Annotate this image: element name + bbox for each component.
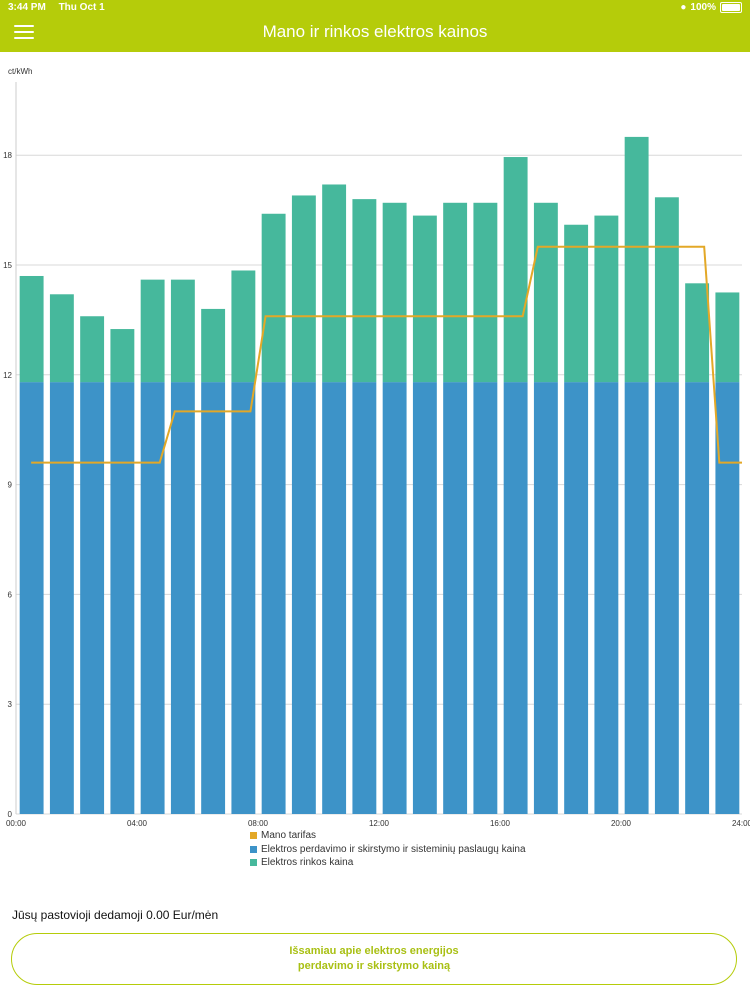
x-tick-label: 24:00 <box>732 819 750 828</box>
bar-market <box>473 202 498 383</box>
x-tick-label: 12:00 <box>369 819 390 828</box>
bar-distribution <box>715 382 740 814</box>
x-tick-label: 04:00 <box>127 819 148 828</box>
y-tick-label: 9 <box>8 481 13 490</box>
bar-distribution <box>624 382 649 814</box>
bar-distribution <box>443 382 468 814</box>
bar-market <box>19 275 44 383</box>
legend-item-market: Elektros rinkos kaina <box>250 856 526 870</box>
bar-market <box>170 279 195 383</box>
y-tick-label: 15 <box>3 261 12 270</box>
legend-swatch-market <box>250 859 257 867</box>
bar-distribution <box>110 382 135 814</box>
bar-market <box>291 195 316 383</box>
bar-distribution <box>49 382 74 814</box>
x-tick-label: 16:00 <box>490 819 511 828</box>
legend-item-distribution: Elektros perdavimo ir skirstymo ir siste… <box>250 843 526 857</box>
bar-distribution <box>322 382 347 814</box>
battery-icon <box>720 2 742 13</box>
bar-distribution <box>352 382 377 814</box>
legend-label-distribution: Elektros perdavimo ir skirstymo ir siste… <box>261 843 526 855</box>
status-time: 3:44 PM <box>8 2 46 13</box>
y-tick-label: 0 <box>8 810 13 819</box>
chart-legend: Mano tarifas Elektros perdavimo ir skirs… <box>250 829 526 870</box>
bar-distribution <box>231 382 256 814</box>
bar-distribution <box>503 382 528 814</box>
more-info-line-2: perdavimo ir skirstymo kainą <box>297 960 451 972</box>
bar-market <box>715 292 740 383</box>
bar-distribution <box>533 382 558 814</box>
x-tick-label: 00:00 <box>6 819 27 828</box>
legend-item-tariff: Mano tarifas <box>250 829 526 843</box>
bar-distribution <box>201 382 226 814</box>
legend-label-market: Elektros rinkos kaina <box>261 857 354 868</box>
y-tick-label: 12 <box>3 371 12 380</box>
y-axis-unit: ct/kWh <box>8 67 32 76</box>
bar-distribution <box>291 382 316 814</box>
bar-distribution <box>564 382 589 814</box>
bar-distribution <box>261 382 286 814</box>
bar-distribution <box>594 382 619 814</box>
bar-market <box>49 294 74 383</box>
battery-percent: 100% <box>690 2 716 13</box>
bar-market <box>594 215 619 383</box>
status-bar-left: 3:44 PM Thu Oct 1 <box>8 2 115 13</box>
wifi-icon: ● <box>680 2 687 13</box>
hamburger-icon[interactable] <box>14 25 34 41</box>
x-tick-label: 08:00 <box>248 819 269 828</box>
bar-market <box>654 197 679 383</box>
bar-distribution <box>412 382 437 814</box>
bar-market <box>261 213 286 383</box>
bar-distribution <box>19 382 44 814</box>
bar-distribution <box>473 382 498 814</box>
bar-market <box>503 157 528 383</box>
tariff-line <box>31 245 742 464</box>
x-tick-label: 20:00 <box>611 819 632 828</box>
legend-swatch-distribution <box>250 845 257 853</box>
bar-distribution <box>170 382 195 814</box>
bar-market <box>140 279 165 383</box>
y-tick-label: 6 <box>8 590 13 599</box>
bar-market <box>685 283 710 383</box>
bar-market <box>533 202 558 383</box>
bar-market <box>412 215 437 383</box>
bar-market <box>322 184 347 383</box>
bar-distribution <box>382 382 407 814</box>
more-info-button[interactable]: Išsamiau apie elektros energijos perdavi… <box>11 933 737 985</box>
bar-market <box>110 329 135 383</box>
bar-distribution <box>80 382 105 814</box>
status-date: Thu Oct 1 <box>58 2 105 13</box>
status-bar-right: ● 100% <box>680 2 742 13</box>
legend-swatch-tariff <box>250 832 257 840</box>
bar-market <box>382 202 407 383</box>
bar-market <box>231 270 256 383</box>
more-info-line-1: Išsamiau apie elektros energijos <box>289 945 459 957</box>
bar-market <box>624 136 649 383</box>
bar-market <box>201 308 226 383</box>
bar-market <box>564 224 589 383</box>
page-title: Mano ir rinkos elektros kainos <box>262 22 488 41</box>
bar-market <box>80 316 105 383</box>
y-tick-label: 18 <box>3 151 12 160</box>
price-chart: ct/kWh 0 3 6 9 12 15 18 00:00 04:00 08:00 12:00 16:0… <box>3 67 750 828</box>
fixed-fee-text: Jūsų pastovioji dedamoji 0.00 Eur/mėn <box>12 908 219 922</box>
app-header: 3:44 PM Thu Oct 1 ● 100% Mano ir rinkos … <box>0 0 750 52</box>
bar-market <box>352 199 377 383</box>
bar-distribution <box>654 382 679 814</box>
bar-distribution <box>140 382 165 814</box>
bar-distribution <box>685 382 710 814</box>
legend-label-tariff: Mano tarifas <box>261 830 317 841</box>
bar-market <box>443 202 468 383</box>
y-tick-label: 3 <box>8 700 13 709</box>
